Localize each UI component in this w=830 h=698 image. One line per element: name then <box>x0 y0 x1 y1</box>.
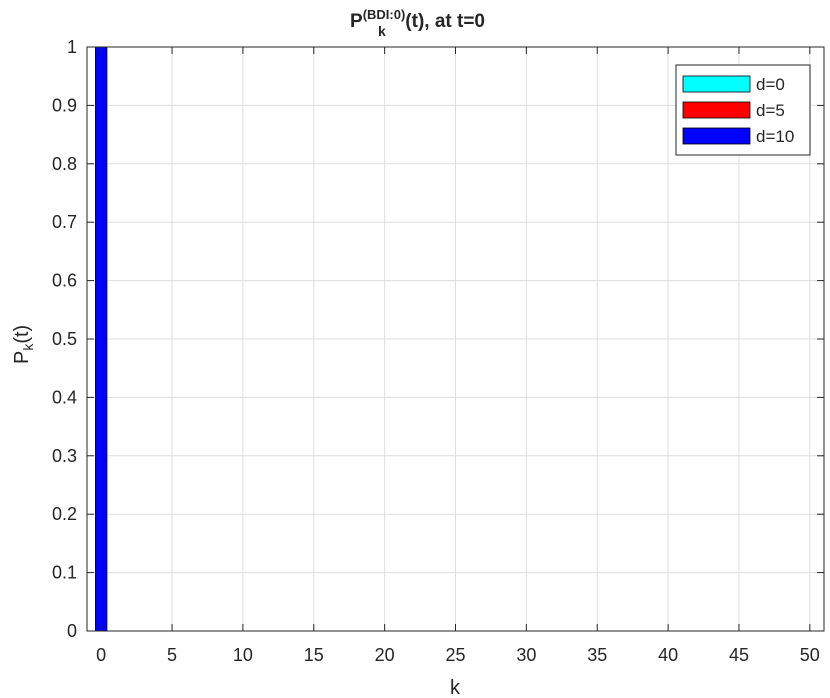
y-tick-label: 0.9 <box>52 95 77 115</box>
y-tick-label: 0.8 <box>52 154 77 174</box>
y-tick-label: 0.4 <box>52 387 77 407</box>
y-axis-ticks: 0 0.1 0.2 0.3 0.4 0.5 0.6 0.7 0.8 0.9 1 <box>52 37 824 641</box>
y-axis-label: Pk(t) <box>11 325 36 364</box>
legend: d=0 d=5 d=10 <box>675 64 811 156</box>
legend-label: d=0 <box>756 75 785 94</box>
chart-title: P(BDI:0)(t), at t=0 <box>350 7 485 32</box>
x-tick-label: 35 <box>587 645 607 665</box>
y-tick-label: 0.1 <box>52 563 77 583</box>
x-tick-label: 40 <box>658 645 678 665</box>
y-tick-label: 0.5 <box>52 329 77 349</box>
x-axis-ticks: 0 5 10 15 20 25 30 35 40 45 50 <box>96 47 820 665</box>
y-tick-label: 0.7 <box>52 212 77 232</box>
legend-swatch <box>682 127 751 145</box>
x-tick-label: 30 <box>516 645 536 665</box>
x-tick-label: 5 <box>167 645 177 665</box>
x-tick-label: 0 <box>96 645 106 665</box>
x-tick-label: 15 <box>304 645 324 665</box>
chart-title-subscript: k <box>378 23 386 39</box>
y-tick-label: 1 <box>67 37 77 57</box>
x-tick-label: 50 <box>800 645 820 665</box>
legend-swatch <box>682 75 751 93</box>
x-tick-label: 45 <box>729 645 749 665</box>
y-tick-label: 0 <box>67 621 77 641</box>
svg-text:Pk(t): Pk(t) <box>11 325 36 364</box>
legend-label: d=5 <box>756 101 785 120</box>
bar-d=10 <box>95 46 108 632</box>
x-tick-label: 25 <box>445 645 465 665</box>
legend-swatch <box>682 101 751 119</box>
y-tick-label: 0.3 <box>52 446 77 466</box>
y-tick-label: 0.2 <box>52 504 77 524</box>
y-tick-label: 0.6 <box>52 271 77 291</box>
x-axis-label: k <box>450 677 461 698</box>
x-tick-label: 10 <box>233 645 253 665</box>
legend-label: d=10 <box>756 127 794 146</box>
x-tick-label: 20 <box>375 645 395 665</box>
bars <box>95 46 108 632</box>
